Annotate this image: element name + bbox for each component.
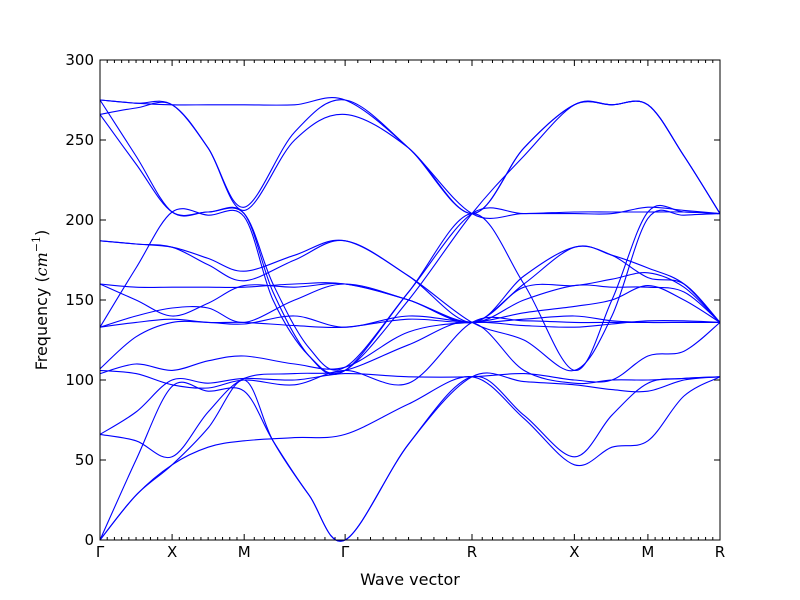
y-axis-ticks: 0 50 100 150 200 250 300 <box>65 51 720 549</box>
band-line-16 <box>99 114 721 376</box>
x-tick-label: Γ <box>341 543 350 561</box>
phonon-bands <box>99 97 721 542</box>
x-tick-label: M <box>238 543 251 561</box>
x-tick-label: X <box>167 543 177 561</box>
y-tick-label: 50 <box>75 451 94 469</box>
x-tick-label: X <box>569 543 579 561</box>
band-line-20 <box>99 99 721 219</box>
band-line-3 <box>99 372 721 542</box>
x-axis-label: Wave vector <box>360 570 460 589</box>
y-tick-label: 0 <box>84 531 94 549</box>
y-axis-label-unit-close: ) <box>32 230 51 236</box>
band-line-8 <box>99 315 720 370</box>
x-tick-label: Γ <box>96 543 105 561</box>
band-line-1 <box>99 376 721 541</box>
y-axis-label-unit-exponent: −1 <box>30 236 43 252</box>
band-line-19 <box>99 97 721 215</box>
x-tick-label: M <box>641 543 654 561</box>
band-line-2 <box>99 375 721 542</box>
y-axis-label-unit-open: ( <box>32 276 51 287</box>
band-line-7 <box>99 316 720 389</box>
band-line-14 <box>99 209 721 372</box>
x-tick-label: R <box>467 543 477 561</box>
band-line-6 <box>99 319 721 375</box>
band-line-4 <box>99 321 721 459</box>
y-axis-label-text: Frequency <box>32 288 51 371</box>
x-tick-label: R <box>715 543 725 561</box>
y-tick-label: 200 <box>65 211 94 229</box>
y-axis-label: Frequency (cm−1) <box>30 230 51 371</box>
y-tick-label: 150 <box>65 291 94 309</box>
plot-frame <box>99 59 721 541</box>
band-line-17 <box>99 100 721 375</box>
band-line-9 <box>99 285 721 329</box>
y-tick-label: 100 <box>65 371 94 389</box>
y-axis-label-unit: cm <box>32 252 51 276</box>
band-line-15 <box>99 99 721 371</box>
band-line-18 <box>99 100 721 215</box>
band-line-5 <box>99 321 721 435</box>
band-line-10 <box>99 245 721 328</box>
y-tick-label: 250 <box>65 131 94 149</box>
y-tick-label: 300 <box>65 51 94 69</box>
